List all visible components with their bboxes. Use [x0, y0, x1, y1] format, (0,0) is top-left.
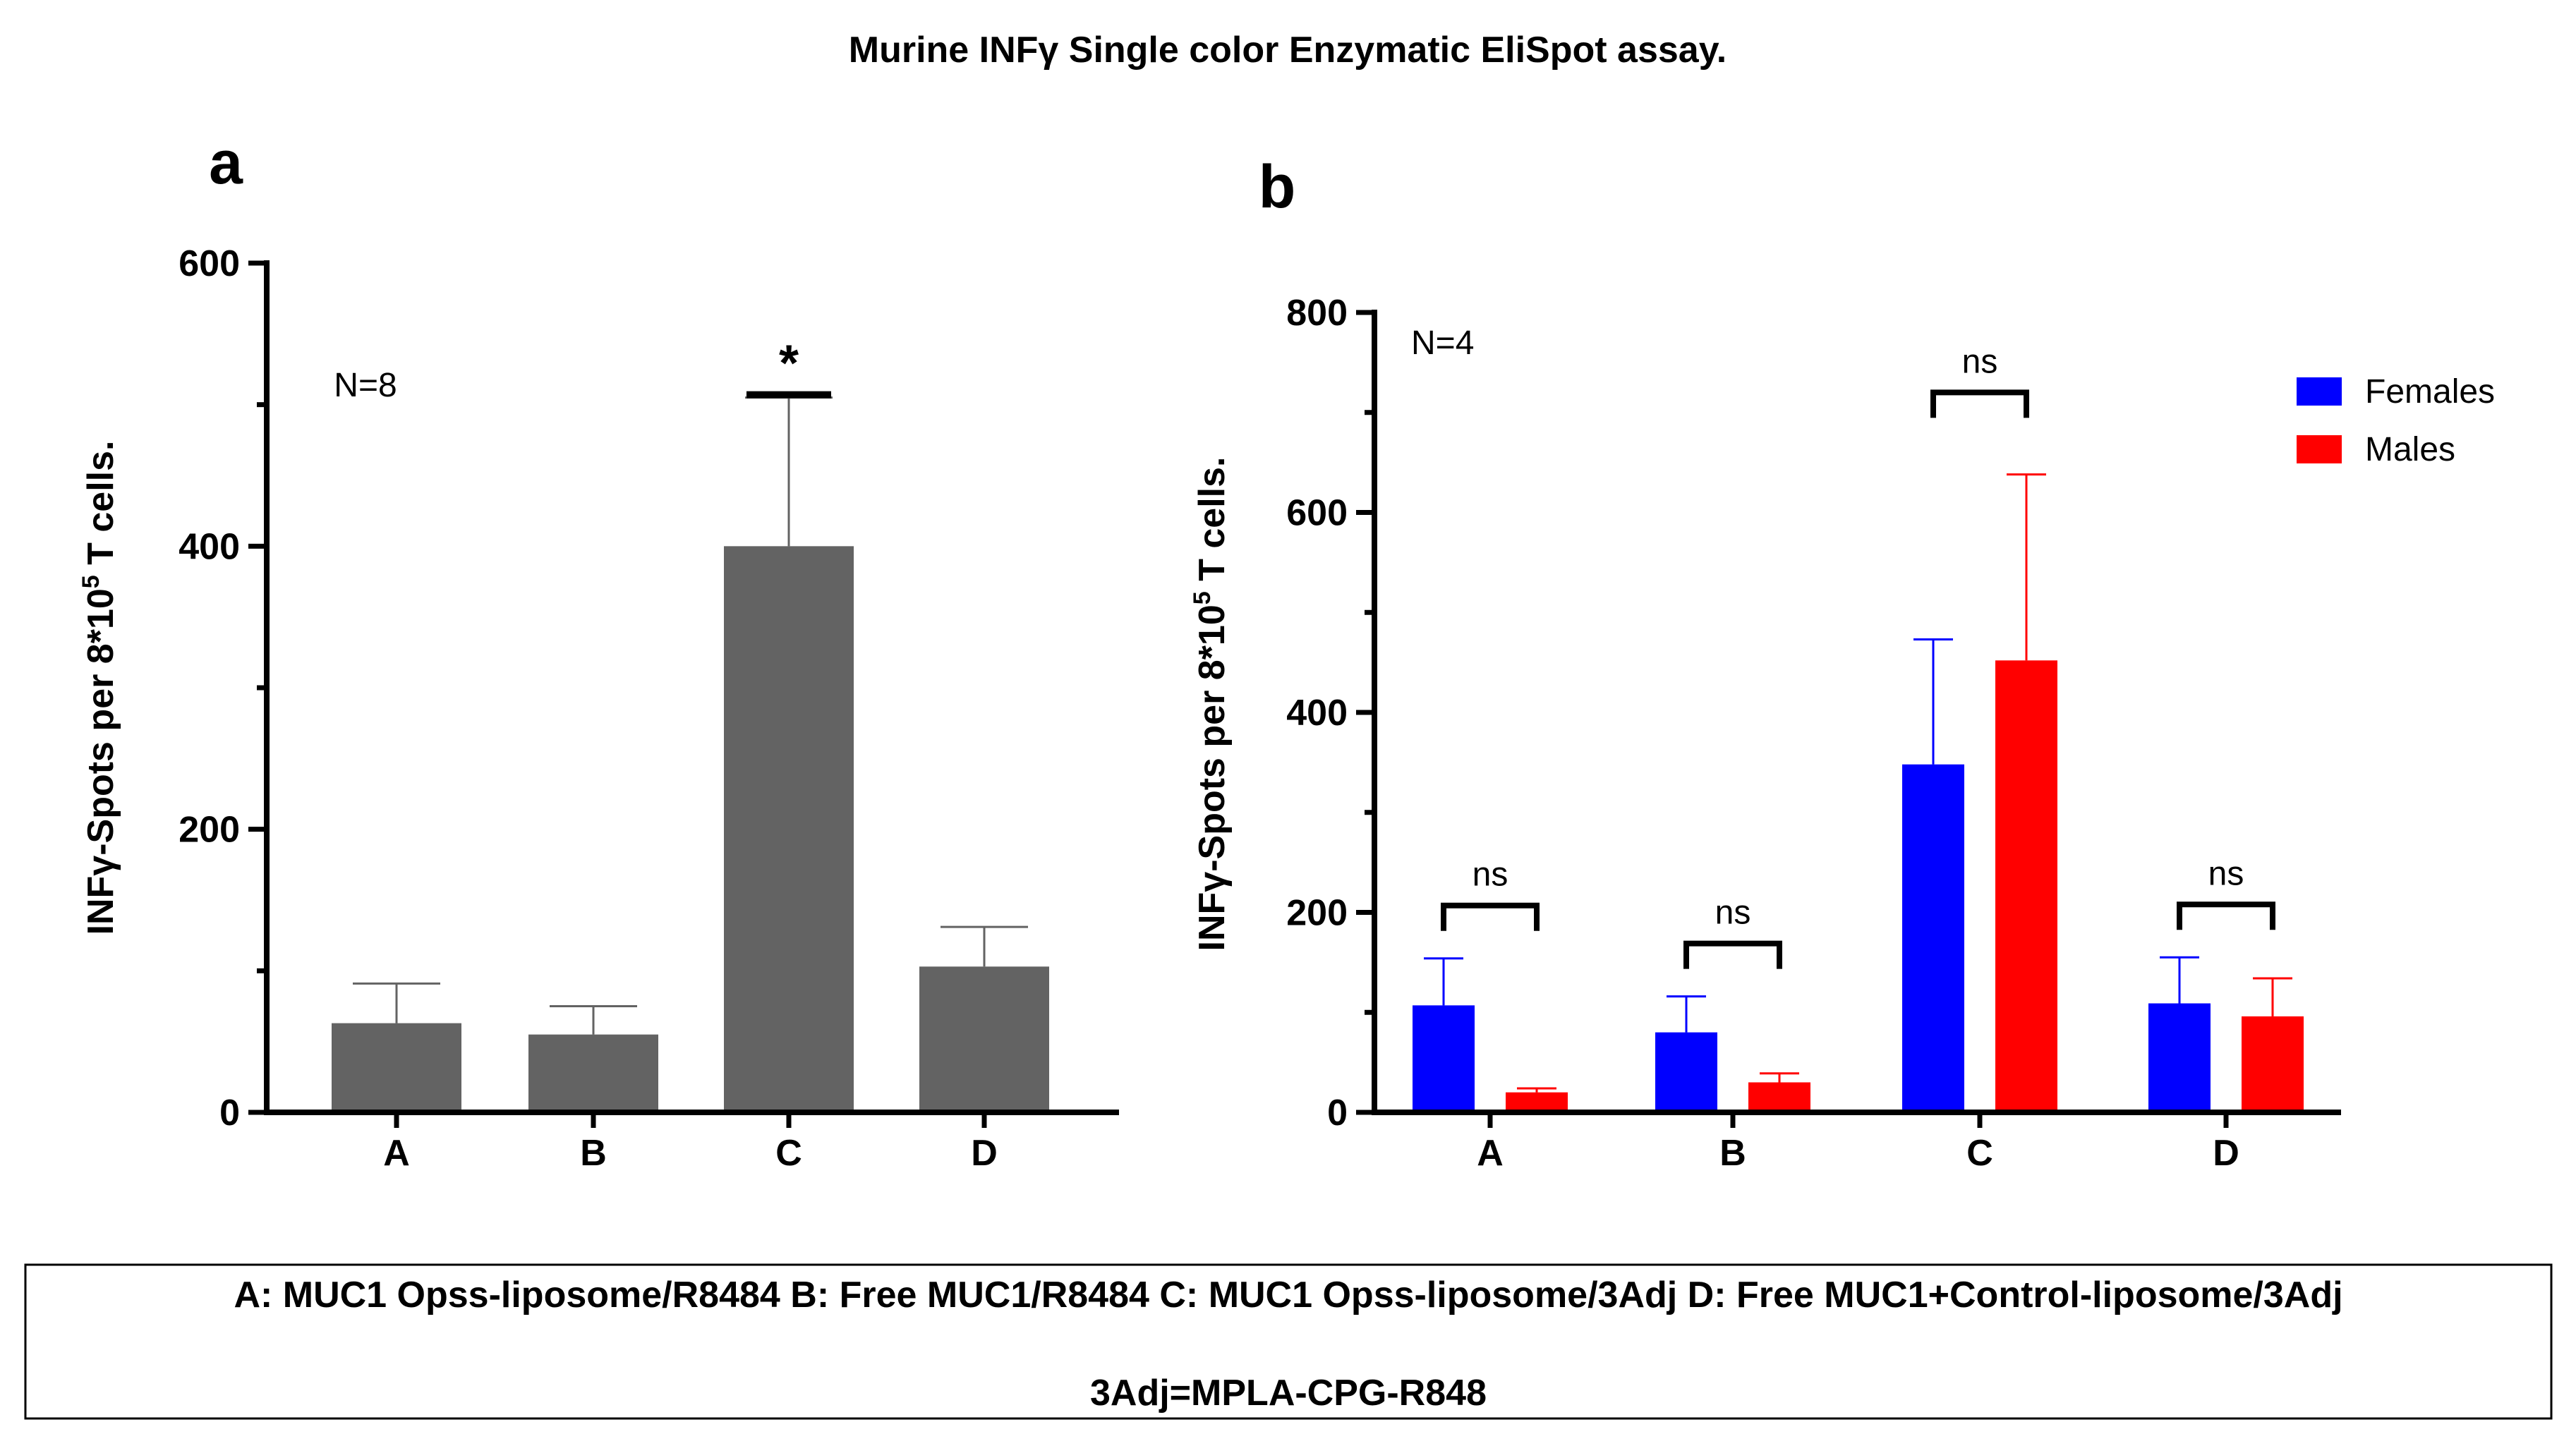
panel-b-y-tick-label-800: 800 — [1286, 293, 1348, 334]
footer-border — [24, 1263, 2553, 1420]
panel-b-x-tick-label-D: D — [2213, 1133, 2239, 1174]
legend-label-males: Males — [2365, 431, 2455, 468]
panel-a-letter: a — [209, 129, 243, 197]
panel-b-y-tick-label-200: 200 — [1286, 893, 1348, 934]
panel-b-x-tick-label-C: C — [1966, 1133, 1993, 1174]
panel-b-y-tick-label-0: 0 — [1327, 1093, 1348, 1134]
panel-b-letter: b — [1259, 153, 1296, 221]
panel-b-comparison-label-A: ns — [1473, 856, 1508, 894]
panel-b-bar-males-C — [1995, 660, 2057, 1112]
panel-a-n-label: N=8 — [334, 367, 397, 404]
footer-line-1: A: MUC1 Opss-liposome/R8484 B: Free MUC1… — [234, 1275, 2342, 1315]
panel-a-bar-D — [919, 966, 1049, 1112]
panel-b-bar-females-B — [1655, 1032, 1717, 1112]
panel-b-x-tick-label-B: B — [1719, 1133, 1746, 1174]
panel-b-legend: Females Males — [2297, 373, 2495, 468]
panel-b-n-label: N=4 — [1411, 324, 1474, 362]
panel-b-bar-females-C — [1902, 764, 1964, 1112]
panel-b-bar-females-D — [2148, 1003, 2211, 1112]
panel-b-comparison-label-B: ns — [1715, 894, 1751, 932]
panel-b-bar-females-A — [1413, 1005, 1475, 1112]
panel-b-comparison-bracket-A — [1441, 902, 1540, 931]
legend-swatch-males — [2297, 435, 2342, 463]
footer-line-2: 3Adj=MPLA-CPG-R848 — [1090, 1373, 1487, 1414]
panel-b-y-tick-label-400: 400 — [1286, 693, 1348, 734]
figure-title: Murine INFγ Single color Enzymatic EliSp… — [849, 30, 1727, 71]
panel-b-chart: b INFγ-Spots per 8*105 T cells. Ans Bns Cns D… — [1189, 153, 2495, 1174]
panel-a-chart: a INFγ-Spots per 8*105 T cells. A B C D 0 200 40… — [78, 129, 1119, 1174]
panel-a-x-tick-label-A: A — [383, 1133, 410, 1174]
panel-a-bar-B — [528, 1034, 658, 1112]
panel-b-comparison-bracket-D — [2177, 901, 2275, 930]
panel-a-bar-A — [332, 1023, 461, 1112]
panel-a-y-tick-label-600: 600 — [179, 243, 240, 284]
panel-b-bar-males-B — [1748, 1082, 1810, 1112]
panel-b-comparison-bracket-C — [1930, 389, 2029, 418]
panel-a-y-tick-label-200: 200 — [179, 810, 240, 851]
panel-a-significance-star: * — [779, 336, 799, 392]
panel-b-x-tick-label-A: A — [1477, 1133, 1504, 1174]
panel-a-x-tick-label-D: D — [971, 1133, 998, 1174]
legend-label-females: Females — [2365, 373, 2495, 411]
panel-b-bar-males-D — [2242, 1016, 2304, 1112]
panel-a-y-tick-label-0: 0 — [219, 1093, 240, 1134]
panel-a-y-tick-label-400: 400 — [179, 526, 240, 567]
footer-legend-box: A: MUC1 Opss-liposome/R8484 B: Free MUC1… — [24, 1263, 2553, 1420]
panel-b-y-tick-label-600: 600 — [1286, 493, 1348, 534]
panel-b-bar-males-A — [1506, 1092, 1568, 1112]
legend-swatch-females — [2297, 377, 2342, 406]
panel-a-y-axis-title: INFγ-Spots per 8*105 T cells. — [78, 441, 121, 935]
panel-b-comparison-bracket-B — [1683, 940, 1782, 969]
panel-b-comparison-label-D: ns — [2208, 855, 2244, 892]
panel-a-x-tick-label-B: B — [580, 1133, 607, 1174]
panel-b-y-axis-title: INFγ-Spots per 8*105 T cells. — [1189, 457, 1233, 952]
panel-b-comparison-label-C: ns — [1962, 343, 1998, 380]
panel-a-bar-C — [724, 546, 854, 1112]
panel-a-x-tick-label-C: C — [775, 1133, 802, 1174]
